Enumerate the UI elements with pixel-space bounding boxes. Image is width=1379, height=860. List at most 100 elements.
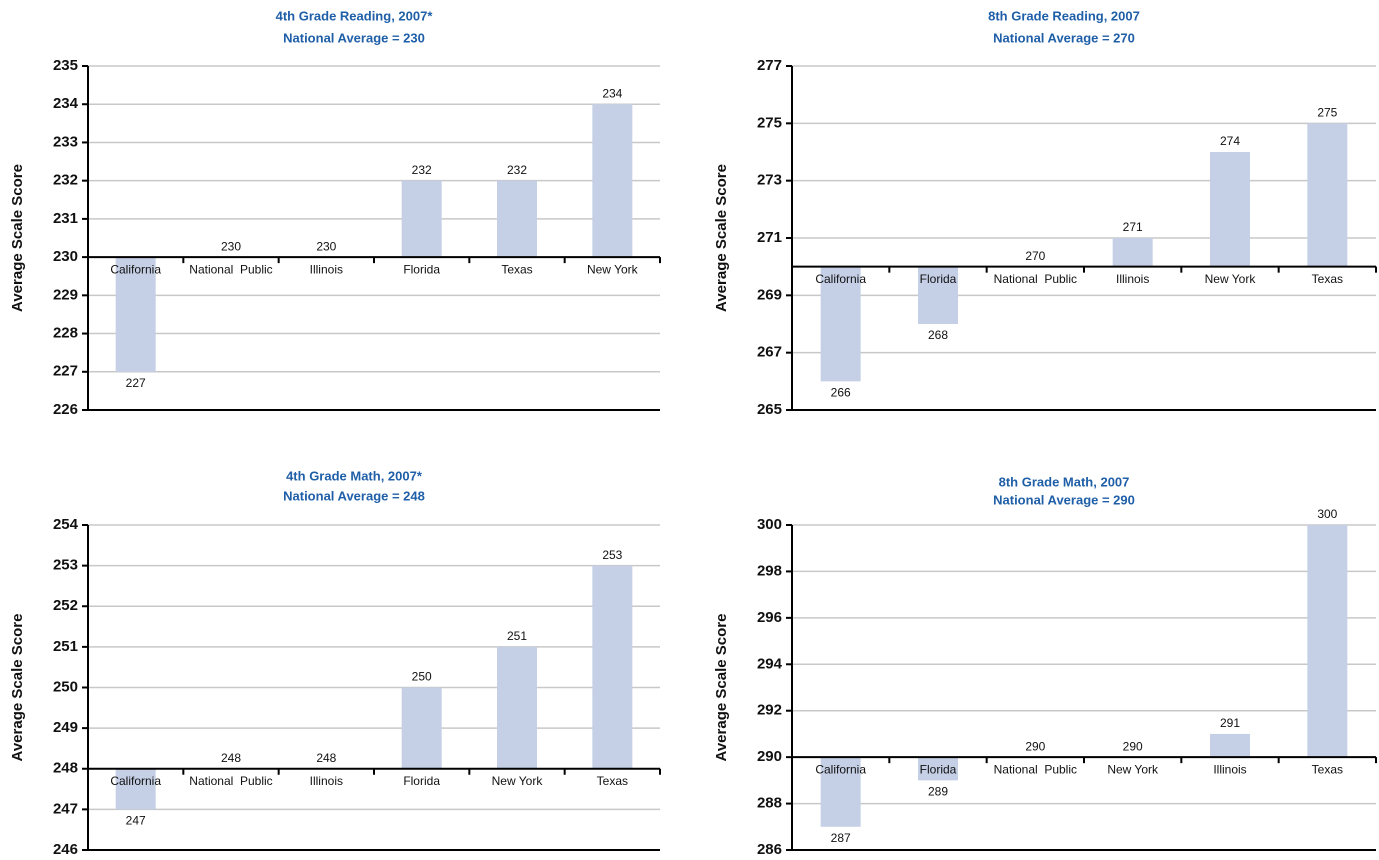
x-tick-label: California <box>815 762 866 776</box>
value-label: 289 <box>928 785 948 799</box>
bar <box>1307 525 1348 758</box>
x-tick-label: National Public <box>994 762 1077 776</box>
x-tick-label: Texas <box>501 262 532 276</box>
chart-subtitle: National Average = 230 <box>283 30 425 45</box>
bar <box>401 687 442 769</box>
bar <box>115 257 156 372</box>
x-tick-label: New York <box>1205 272 1257 286</box>
value-label: 266 <box>831 386 851 400</box>
bar <box>497 646 537 769</box>
x-tick-label: Florida <box>403 262 440 276</box>
value-label: 287 <box>831 831 851 845</box>
x-tick-label: New York <box>492 774 544 788</box>
y-tick-label: 233 <box>53 133 78 150</box>
bar <box>918 757 958 781</box>
y-tick-label: 247 <box>53 800 78 817</box>
y-tick-label: 252 <box>53 597 78 614</box>
value-label: 232 <box>507 163 527 177</box>
value-label: 227 <box>126 376 146 390</box>
y-axis-label: Average Scale Score <box>9 164 26 312</box>
value-label: 274 <box>1220 134 1240 148</box>
value-label: 230 <box>221 239 241 253</box>
x-tick-label: California <box>815 272 866 286</box>
y-tick-label: 269 <box>757 286 782 303</box>
y-tick-label: 235 <box>53 57 78 74</box>
y-tick-label: 253 <box>53 557 78 574</box>
bar <box>1307 123 1348 267</box>
y-tick-label: 230 <box>53 248 78 265</box>
x-tick-label: National Public <box>189 262 272 276</box>
bar <box>1112 238 1153 267</box>
bar <box>1210 152 1250 267</box>
y-tick-label: 292 <box>757 702 782 719</box>
x-tick-label: Florida <box>920 762 957 776</box>
y-tick-label: 226 <box>53 401 78 418</box>
y-tick-label: 286 <box>757 841 782 858</box>
value-label: 275 <box>1317 106 1337 120</box>
y-tick-label: 248 <box>53 760 78 777</box>
value-label: 248 <box>221 751 241 765</box>
value-label: 234 <box>602 86 622 100</box>
y-tick-label: 254 <box>53 516 79 533</box>
y-tick-label: 231 <box>53 210 78 227</box>
y-tick-label: 296 <box>757 609 782 626</box>
y-tick-label: 277 <box>757 57 782 74</box>
bar <box>820 266 861 382</box>
x-tick-label: Illinois <box>310 262 343 276</box>
y-tick-label: 273 <box>757 172 782 189</box>
bar <box>918 266 958 324</box>
y-tick-label: 251 <box>53 638 78 655</box>
bar <box>592 565 633 769</box>
y-tick-label: 250 <box>53 678 78 695</box>
x-tick-label: New York <box>587 262 639 276</box>
y-tick-label: 265 <box>757 401 782 418</box>
chart-title: 4th Grade Reading, 2007* <box>276 8 434 23</box>
x-tick-label: Florida <box>920 272 957 286</box>
y-tick-label: 249 <box>53 719 78 736</box>
chart-subtitle: National Average = 270 <box>993 30 1135 45</box>
bar <box>115 768 156 810</box>
y-tick-label: 290 <box>757 748 782 765</box>
chart: 8th Grade Math, 2007 National Average = 2… <box>713 474 1377 858</box>
y-tick-label: 298 <box>757 562 782 579</box>
chart: 8th Grade Reading, 2007 National Average … <box>713 8 1377 418</box>
chart: 4th Grade Math, 2007* National Average = … <box>9 468 661 858</box>
chart-subtitle: National Average = 248 <box>283 488 425 503</box>
value-label: 230 <box>316 239 336 253</box>
y-tick-label: 246 <box>53 841 78 858</box>
chart: 4th Grade Reading, 2007* National Average… <box>9 8 661 418</box>
value-label: 271 <box>1123 220 1143 234</box>
value-label: 290 <box>1025 739 1045 753</box>
chart-title: 4th Grade Math, 2007* <box>286 468 423 483</box>
y-tick-label: 288 <box>757 795 782 812</box>
value-label: 270 <box>1025 249 1045 263</box>
value-label: 232 <box>412 163 432 177</box>
x-tick-label: National Public <box>189 774 272 788</box>
y-axis-label: Average Scale Score <box>713 164 730 312</box>
value-label: 291 <box>1220 716 1240 730</box>
y-tick-label: 232 <box>53 172 78 189</box>
value-label: 268 <box>928 328 948 342</box>
x-tick-label: Texas <box>597 774 628 788</box>
bar <box>820 757 861 827</box>
x-tick-label: California <box>110 774 161 788</box>
chart-subtitle: National Average = 290 <box>993 492 1135 507</box>
bar <box>1210 733 1250 758</box>
y-tick-label: 300 <box>757 516 782 533</box>
bar <box>497 180 537 258</box>
y-tick-label: 227 <box>53 363 78 380</box>
chart-title: 8th Grade Math, 2007 <box>999 474 1130 489</box>
y-tick-label: 271 <box>757 229 782 246</box>
x-tick-label: Illinois <box>1213 762 1246 776</box>
value-label: 248 <box>316 751 336 765</box>
y-tick-label: 275 <box>757 114 782 131</box>
y-axis-label: Average Scale Score <box>713 614 730 762</box>
y-tick-label: 228 <box>53 325 78 342</box>
y-tick-label: 234 <box>53 95 79 112</box>
value-label: 253 <box>602 548 622 562</box>
x-tick-label: California <box>110 262 161 276</box>
value-label: 250 <box>412 670 432 684</box>
x-tick-label: Texas <box>1312 272 1343 286</box>
x-tick-label: Florida <box>403 774 440 788</box>
